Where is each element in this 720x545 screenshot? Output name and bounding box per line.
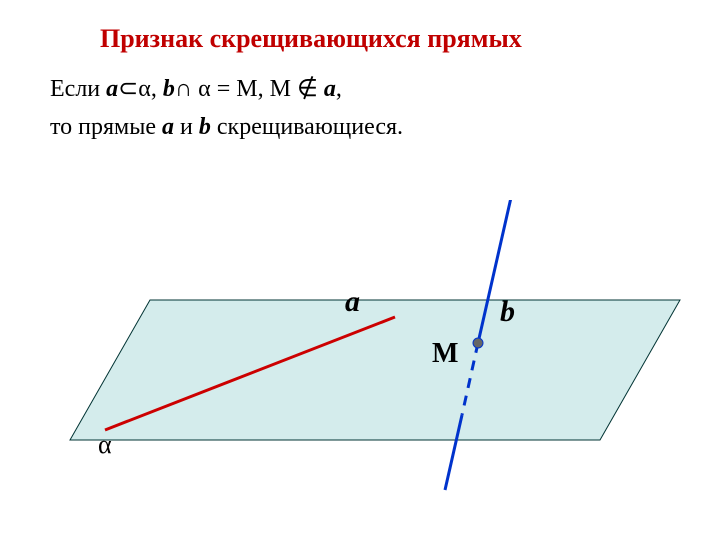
var-a: а	[106, 76, 118, 102]
var-b: b	[163, 76, 175, 102]
var-a: а	[162, 114, 174, 140]
page-title: Признак скрещивающихся прямых	[0, 0, 720, 54]
label-alpha: α	[98, 430, 112, 460]
label-b: b	[500, 295, 515, 329]
geometry-diagram: а b М α	[0, 200, 720, 540]
statement-line-1: Если а⊂α, b∩ α = М, М ∉ а,	[50, 70, 720, 108]
plane-alpha	[70, 300, 680, 440]
text-fragment: α,	[138, 76, 163, 102]
label-a: а	[345, 285, 360, 319]
title-text: Признак скрещивающихся прямых	[100, 24, 522, 53]
diagram-svg	[0, 200, 720, 540]
label-m: М	[432, 338, 458, 370]
text-fragment: ,	[336, 76, 342, 102]
label-alpha-text: α	[98, 430, 112, 459]
text-fragment: ∩ α = М, М ∉	[175, 76, 324, 102]
var-b: b	[199, 114, 211, 140]
text-fragment: Если	[50, 76, 106, 102]
text-fragment: скрещивающиеся.	[211, 114, 403, 140]
label-a-text: а	[345, 285, 360, 318]
point-m-marker	[473, 338, 483, 348]
label-b-text: b	[500, 295, 515, 328]
subset-symbol: ⊂	[118, 76, 138, 102]
label-m-text: М	[432, 338, 458, 369]
theorem-statement: Если а⊂α, b∩ α = М, М ∉ а, то прямые а и…	[0, 54, 720, 147]
text-fragment: и	[174, 114, 199, 140]
var-a: а	[324, 76, 336, 102]
text-fragment: то прямые	[50, 114, 162, 140]
statement-line-2: то прямые а и b скрещивающиеся.	[50, 108, 720, 146]
